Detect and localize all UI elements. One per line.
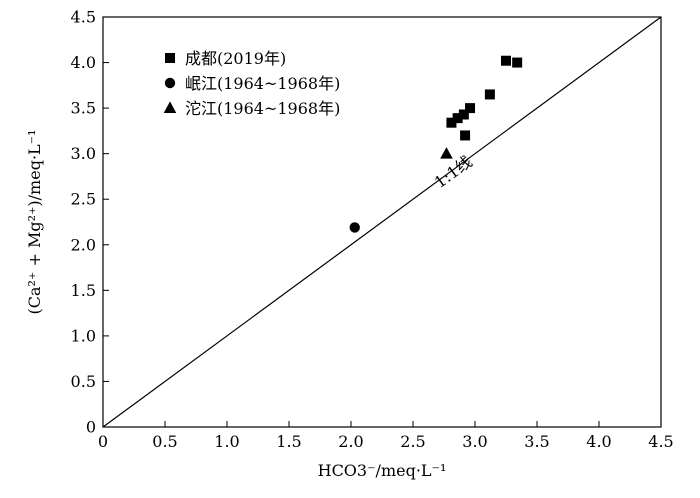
y-tick-label: 4.5 xyxy=(71,8,96,27)
y-tick-label: 2.5 xyxy=(71,190,96,209)
y-tick-label: 3.0 xyxy=(71,144,96,163)
legend-entry-label: 成都(2019年) xyxy=(185,49,286,68)
legend-marker-triangle xyxy=(163,101,177,113)
legend-marker-circle xyxy=(164,77,176,89)
y-tick-label: 0.5 xyxy=(71,372,96,391)
x-tick-label: 3.5 xyxy=(524,432,549,451)
data-point-square xyxy=(460,130,471,141)
data-point-triangle xyxy=(440,147,453,159)
y-tick-label: 3.5 xyxy=(71,99,96,118)
data-point-square xyxy=(465,103,476,114)
data-point-square xyxy=(484,89,495,100)
y-axis-title: (Ca²⁺ + Mg²⁺)/meq·L⁻¹ xyxy=(25,129,44,314)
plot-border xyxy=(102,16,662,428)
x-tick-label: 4.5 xyxy=(648,432,673,451)
legend: 成都(2019年) 岷江(1964~1968年) 沱江(1964~1968年) xyxy=(163,49,340,118)
x-tick-label: 2.0 xyxy=(338,432,363,451)
y-tick-label: 2.0 xyxy=(71,235,96,254)
x-tick-label: 1.5 xyxy=(276,432,301,451)
x-tick-label: 0.5 xyxy=(152,432,177,451)
x-axis-title: HCO3⁻/meq·L⁻¹ xyxy=(318,461,447,480)
plot-frame xyxy=(102,16,662,428)
x-axis-ticks: 0 0.5 1.0 1.5 2.0 2.5 3.0 3.5 4.0 4.5 xyxy=(98,421,674,451)
data-point-square xyxy=(452,113,463,124)
y-tick-label: 1.5 xyxy=(71,281,96,300)
y-axis-ticks: 0 0.5 1.0 1.5 2.0 2.5 3.0 3.5 4.0 4.5 xyxy=(71,8,109,437)
x-tick-label: 1.0 xyxy=(214,432,239,451)
data-point-circle xyxy=(349,222,360,233)
data-points xyxy=(349,55,523,233)
legend-entry-label: 沱江(1964~1968年) xyxy=(185,99,340,118)
data-point-square xyxy=(501,55,511,66)
y-tick-label: 4.0 xyxy=(71,53,96,72)
data-point-square xyxy=(512,57,523,68)
x-tick-label: 3.0 xyxy=(462,432,487,451)
y-tick-label: 1.0 xyxy=(71,326,96,345)
data-point-square xyxy=(446,117,457,128)
x-tick-label: 0 xyxy=(98,432,108,451)
x-tick-label: 2.5 xyxy=(400,432,425,451)
legend-marker-square xyxy=(165,53,175,63)
y-tick-label: 0 xyxy=(86,418,96,437)
legend-entry-label: 岷江(1964~1968年) xyxy=(185,74,340,93)
data-point-square xyxy=(458,109,469,120)
reference-line xyxy=(102,16,662,428)
x-tick-label: 4.0 xyxy=(586,432,611,451)
